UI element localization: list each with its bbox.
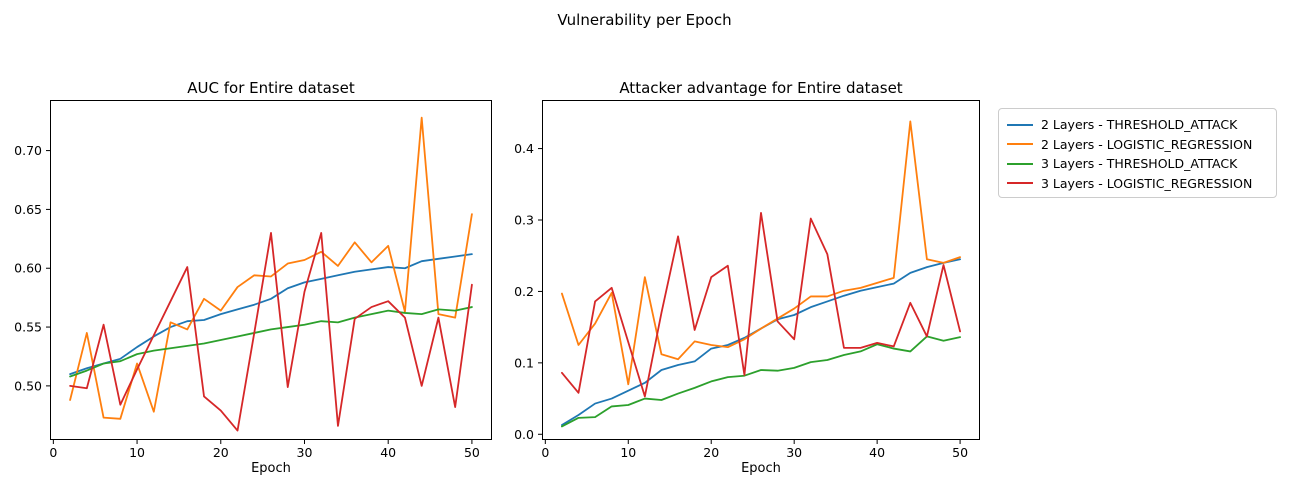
- series-line: [561, 211, 961, 398]
- y-tick-label: 0.50: [14, 378, 42, 393]
- series-line: [69, 306, 473, 378]
- auc-xaxis-label: Epoch: [251, 461, 291, 476]
- series-line: [69, 253, 473, 376]
- x-tick-label: 40: [380, 445, 396, 460]
- legend-label: 3 Layers - THRESHOLD_ATTACK: [1041, 156, 1238, 172]
- legend-line-swatch: [1007, 143, 1033, 146]
- auc-chart: 0 10 20 30 40 50 0.50 0.55 0.60 0.65 0.70: [14, 100, 492, 460]
- y-tick-label: 0.1: [514, 355, 534, 370]
- series-line: [561, 335, 961, 428]
- y-tick-label: 0.3: [514, 213, 534, 228]
- plot-border: [50, 100, 492, 440]
- legend-line-swatch: [1007, 162, 1033, 165]
- x-tick-label: 0: [541, 445, 549, 460]
- x-tick-label: 50: [464, 445, 480, 460]
- x-tick-label: 40: [869, 445, 885, 460]
- series-line: [69, 116, 473, 420]
- legend-item: 2 Layers - THRESHOLD_ATTACK: [1007, 115, 1268, 135]
- y-tick-label: 0.4: [514, 141, 534, 156]
- y-tick-label: 0.70: [14, 143, 42, 158]
- series-line: [69, 232, 473, 432]
- series-line: [561, 258, 961, 426]
- series-line: [561, 120, 961, 386]
- y-tick-label: 0.0: [514, 427, 534, 442]
- x-tick-label: 30: [786, 445, 802, 460]
- advantage-xaxis-label: Epoch: [741, 461, 781, 476]
- y-tick-label: 0.2: [514, 284, 534, 299]
- legend-line-swatch: [1007, 182, 1033, 185]
- y-tick-label: 0.60: [14, 261, 42, 276]
- x-tick-label: 10: [620, 445, 636, 460]
- legend: 2 Layers - THRESHOLD_ATTACK 2 Layers - L…: [998, 108, 1277, 198]
- plot-border: [542, 100, 980, 440]
- y-tick-label: 0.65: [14, 202, 42, 217]
- legend-label: 2 Layers - LOGISTIC_REGRESSION: [1041, 136, 1253, 152]
- advantage-plot-title: Attacker advantage for Entire dataset: [619, 79, 903, 97]
- auc-plot-title: AUC for Entire dataset: [187, 79, 355, 97]
- y-tick-label: 0.55: [14, 320, 42, 335]
- legend-line-swatch: [1007, 123, 1033, 126]
- x-tick-label: 20: [213, 445, 229, 460]
- x-tick-label: 10: [129, 445, 145, 460]
- legend-item: 3 Layers - THRESHOLD_ATTACK: [1007, 154, 1268, 174]
- x-tick-label: 20: [703, 445, 719, 460]
- x-tick-label: 0: [49, 445, 57, 460]
- legend-item: 3 Layers - LOGISTIC_REGRESSION: [1007, 174, 1268, 194]
- advantage-chart: 0 10 20 30 40 50 0.0 0.1 0.2 0.3 0.4: [514, 100, 980, 460]
- legend-label: 3 Layers - LOGISTIC_REGRESSION: [1041, 175, 1253, 191]
- x-tick-label: 30: [297, 445, 313, 460]
- figure-suptitle: Vulnerability per Epoch: [557, 11, 732, 29]
- legend-item: 2 Layers - LOGISTIC_REGRESSION: [1007, 135, 1268, 155]
- x-tick-label: 50: [952, 445, 968, 460]
- legend-label: 2 Layers - THRESHOLD_ATTACK: [1041, 117, 1238, 133]
